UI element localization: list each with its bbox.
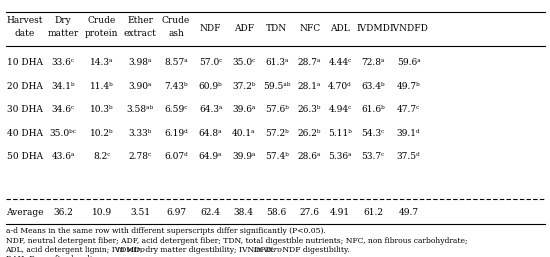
- Text: Ether: Ether: [127, 16, 153, 25]
- Text: 28.7ᵃ: 28.7ᵃ: [298, 58, 321, 68]
- Text: 40 DHA: 40 DHA: [7, 128, 43, 138]
- Text: 10.3ᵇ: 10.3ᵇ: [90, 105, 113, 114]
- Text: Dry: Dry: [55, 16, 72, 25]
- Text: 64.3ᵃ: 64.3ᵃ: [199, 105, 222, 114]
- Text: DAH: Days after heading.: DAH: Days after heading.: [6, 255, 104, 257]
- Text: 64.9ᵃ: 64.9ᵃ: [199, 152, 222, 161]
- Text: 58.6: 58.6: [267, 207, 287, 217]
- Text: ADL, acid detergent lignin; IVDMD,: ADL, acid detergent lignin; IVDMD,: [6, 246, 145, 254]
- Text: 10.9: 10.9: [92, 207, 112, 217]
- Text: matter: matter: [48, 29, 79, 38]
- Text: 27.6: 27.6: [300, 207, 320, 217]
- Text: 10.2ᵇ: 10.2ᵇ: [90, 128, 113, 138]
- Text: 36.2: 36.2: [53, 207, 73, 217]
- Text: 47.7ᶜ: 47.7ᶜ: [397, 105, 420, 114]
- Text: 35.0ᵇᶜ: 35.0ᵇᶜ: [50, 128, 76, 138]
- Text: 63.4ᵇ: 63.4ᵇ: [361, 82, 384, 91]
- Text: 11.4ᵇ: 11.4ᵇ: [90, 82, 114, 91]
- Text: 5.11ᵇ: 5.11ᵇ: [328, 128, 352, 138]
- Text: 59.5ᵃᵇ: 59.5ᵃᵇ: [263, 82, 290, 91]
- Text: 4.70ᵈ: 4.70ᵈ: [328, 82, 352, 91]
- Text: in vitro: in vitro: [254, 246, 282, 254]
- Text: 3.58ᵃᵇ: 3.58ᵃᵇ: [126, 105, 154, 114]
- Text: 4.91: 4.91: [330, 207, 350, 217]
- Text: ADL: ADL: [330, 24, 350, 33]
- Text: Crude: Crude: [87, 16, 116, 25]
- Text: ash: ash: [168, 29, 184, 38]
- Text: 35.0ᶜ: 35.0ᶜ: [232, 58, 255, 68]
- Text: NDF, neutral detergent fiber; ADF, acid detergent fiber; TDN, total digestible n: NDF, neutral detergent fiber; ADF, acid …: [6, 237, 467, 245]
- Text: 54.3ᶜ: 54.3ᶜ: [361, 128, 384, 138]
- Text: Average: Average: [6, 207, 43, 217]
- Text: 57.0ᶜ: 57.0ᶜ: [199, 58, 222, 68]
- Text: 72.8ᵃ: 72.8ᵃ: [361, 58, 384, 68]
- Text: 39.6ᵃ: 39.6ᵃ: [232, 105, 255, 114]
- Text: 59.6ᵃ: 59.6ᵃ: [397, 58, 421, 68]
- Text: 14.3ᵃ: 14.3ᵃ: [90, 58, 113, 68]
- Text: 57.2ᵇ: 57.2ᵇ: [265, 128, 289, 138]
- Text: 61.3ᵃ: 61.3ᵃ: [265, 58, 288, 68]
- Text: 38.4: 38.4: [234, 207, 254, 217]
- Text: 6.97: 6.97: [166, 207, 186, 217]
- Text: a-d Means in the same row with different superscripts differ significantly (P<0.: a-d Means in the same row with different…: [6, 227, 326, 235]
- Text: IVDMD: IVDMD: [356, 24, 390, 33]
- Text: 6.59ᶜ: 6.59ᶜ: [164, 105, 188, 114]
- Text: 57.6ᵇ: 57.6ᵇ: [265, 105, 289, 114]
- Text: extract: extract: [124, 29, 157, 38]
- Text: 49.7ᵇ: 49.7ᵇ: [397, 82, 421, 91]
- Text: Crude: Crude: [162, 16, 190, 25]
- Text: 34.6ᶜ: 34.6ᶜ: [52, 105, 75, 114]
- Text: 43.6ᵃ: 43.6ᵃ: [52, 152, 75, 161]
- Text: Harvest: Harvest: [7, 16, 43, 25]
- Text: 5.36ᵃ: 5.36ᵃ: [328, 152, 351, 161]
- Text: 60.9ᵇ: 60.9ᵇ: [199, 82, 223, 91]
- Text: IVNDFD: IVNDFD: [389, 24, 428, 33]
- Text: 33.6ᶜ: 33.6ᶜ: [52, 58, 75, 68]
- Text: 3.51: 3.51: [130, 207, 150, 217]
- Text: 64.8ᵃ: 64.8ᵃ: [199, 128, 222, 138]
- Text: 26.3ᵇ: 26.3ᵇ: [298, 105, 321, 114]
- Text: 39.1ᵈ: 39.1ᵈ: [397, 128, 420, 138]
- Text: 7.43ᵇ: 7.43ᵇ: [164, 82, 188, 91]
- Text: 53.7ᶜ: 53.7ᶜ: [361, 152, 384, 161]
- Text: in vitro: in vitro: [117, 246, 145, 254]
- Text: 6.07ᵈ: 6.07ᵈ: [164, 152, 188, 161]
- Text: 3.90ᵃ: 3.90ᵃ: [129, 82, 152, 91]
- Text: 40.1ᵃ: 40.1ᵃ: [232, 128, 255, 138]
- Text: ADF: ADF: [234, 24, 254, 33]
- Text: 26.2ᵇ: 26.2ᵇ: [298, 128, 321, 138]
- Text: 61.6ᵇ: 61.6ᵇ: [361, 105, 385, 114]
- Text: 3.33ᵇ: 3.33ᵇ: [129, 128, 152, 138]
- Text: NDF: NDF: [200, 24, 222, 33]
- Text: protein: protein: [85, 29, 118, 38]
- Text: 37.5ᵈ: 37.5ᵈ: [397, 152, 421, 161]
- Text: 3.98ᵃ: 3.98ᵃ: [129, 58, 152, 68]
- Text: 10 DHA: 10 DHA: [7, 58, 43, 68]
- Text: 8.57ᵃ: 8.57ᵃ: [164, 58, 188, 68]
- Text: 39.9ᵃ: 39.9ᵃ: [232, 152, 255, 161]
- Text: NFC: NFC: [299, 24, 320, 33]
- Text: 8.2ᶜ: 8.2ᶜ: [93, 152, 111, 161]
- Text: 37.2ᵇ: 37.2ᵇ: [232, 82, 255, 91]
- Text: 50 DHA: 50 DHA: [7, 152, 43, 161]
- Text: 30 DHA: 30 DHA: [7, 105, 43, 114]
- Text: date: date: [15, 29, 35, 38]
- Text: 62.4: 62.4: [201, 207, 221, 217]
- Text: 6.19ᵈ: 6.19ᵈ: [164, 128, 188, 138]
- Text: 28.1ᵃ: 28.1ᵃ: [298, 82, 321, 91]
- Text: 57.4ᵇ: 57.4ᵇ: [265, 152, 289, 161]
- Text: 2.78ᶜ: 2.78ᶜ: [129, 152, 152, 161]
- Text: 49.7: 49.7: [399, 207, 419, 217]
- Text: 28.6ᵃ: 28.6ᵃ: [298, 152, 321, 161]
- Text: 4.44ᶜ: 4.44ᶜ: [328, 58, 351, 68]
- Text: NDF digestibility.: NDF digestibility.: [280, 246, 349, 254]
- Text: dry matter digestibility; IVNDFD:: dry matter digestibility; IVNDFD:: [142, 246, 277, 254]
- Text: 61.2: 61.2: [363, 207, 383, 217]
- Text: 34.1ᵇ: 34.1ᵇ: [52, 82, 75, 91]
- Text: TDN: TDN: [266, 24, 287, 33]
- Text: 20 DHA: 20 DHA: [7, 82, 43, 91]
- Text: 4.94ᶜ: 4.94ᶜ: [328, 105, 351, 114]
